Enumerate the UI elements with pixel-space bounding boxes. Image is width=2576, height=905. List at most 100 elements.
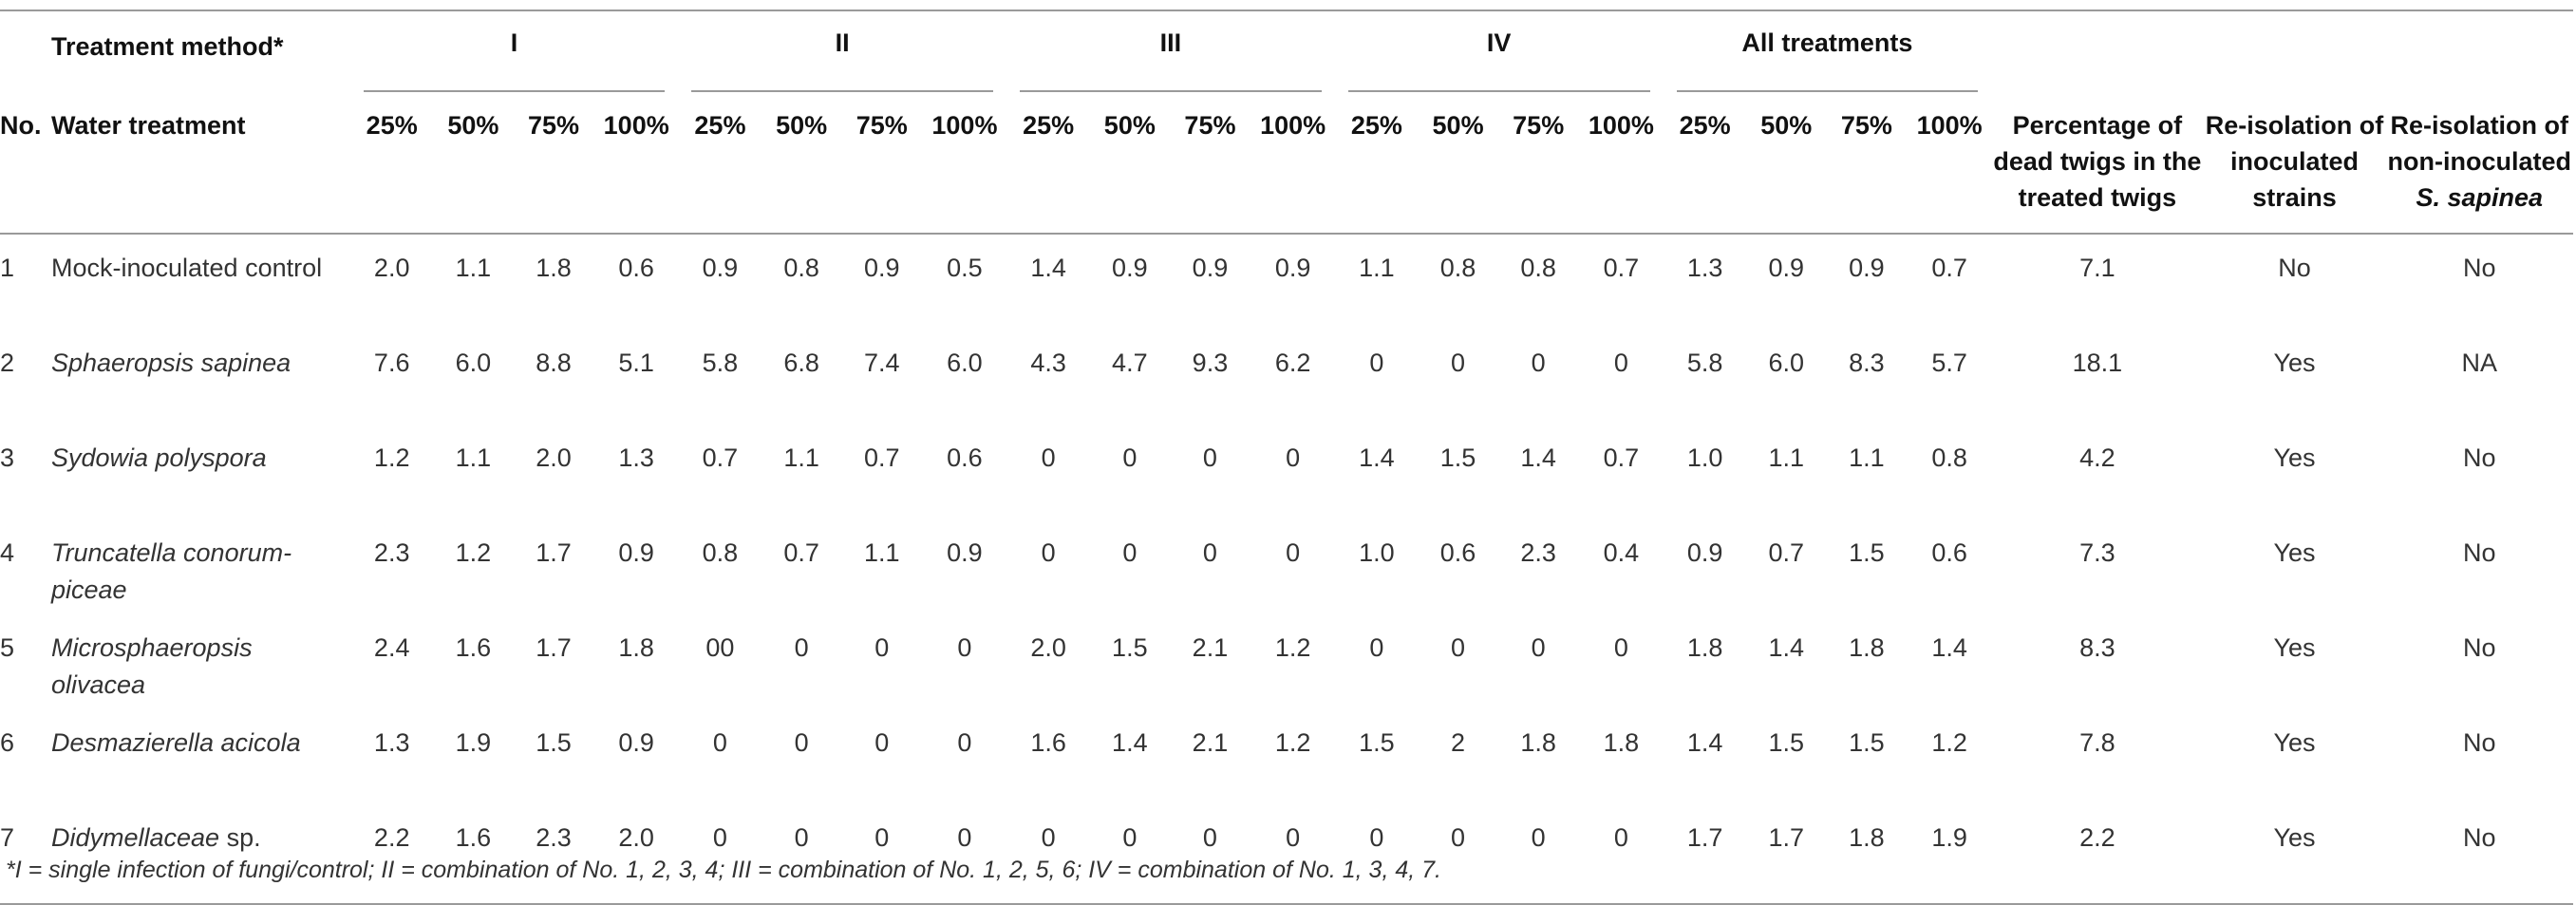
value-cell: 5.1 [618,349,654,377]
value-cell: 0.7 [702,443,739,472]
reisolation-inoculated-cell: Yes [2203,808,2386,905]
treatment-results-table: Treatment method* I II III IV All treatm… [0,9,2573,905]
value-cell: 1.0 [1686,443,1723,472]
value-cell: 1.1 [783,443,819,472]
value-cell: 1.4 [1112,728,1148,757]
value-cell: 6.8 [783,349,819,377]
value-cell: 0.9 [702,254,739,282]
value-cell: 0.9 [1274,254,1311,282]
value-cell: 0.7 [1603,254,1640,282]
value-cell: 8.3 [1849,349,1885,377]
value-cell: 0 [1202,443,1217,472]
value-cell: 1.6 [1030,728,1066,757]
value-cell: 1.2 [1274,728,1311,757]
pct-header: 25% [1350,111,1402,140]
value-cell: 0.9 [1112,254,1148,282]
value-cell: 0.8 [1931,443,1967,472]
pct-header: 75% [856,111,908,140]
header-row-groups: Treatment method* I II III IV All treatm… [0,10,2573,92]
pct-header: 100% [1588,111,1654,140]
reisolation-inoculated-cell: No [2278,254,2311,282]
value-cell: 0.7 [1931,254,1967,282]
value-cell: 5.8 [702,349,739,377]
value-cell: 0.9 [863,254,900,282]
reisolation-non-inoculated-cell: No [2463,538,2496,567]
dead-twigs-cell: 4.2 [2079,443,2115,472]
value-cell: 0.9 [1768,254,1805,282]
table-row: 5 Microsphaeropsis olivacea 2.4 1.6 1.7 1.8 00… [0,618,2573,713]
value-cell: 1.7 [1663,808,1747,905]
value-cell: 1.7 [1746,808,1826,905]
pct-header: 25% [694,111,746,140]
value-cell: 0.6 [947,443,983,472]
pct-header: 25% [1023,111,1075,140]
pct-header: 100% [603,111,669,140]
value-cell: 1.8 [1686,633,1723,662]
value-cell: 2.1 [1192,633,1229,662]
value-cell: 1.3 [618,443,654,472]
value-cell: 9.3 [1192,349,1229,377]
value-cell: 1.1 [1849,443,1885,472]
value-cell: 6.0 [1768,349,1805,377]
water-treatment-name: Mock-inoculated control [50,254,323,282]
value-cell: 0 [1041,538,1056,567]
pct-header: 50% [1432,111,1484,140]
value-cell: 1.5 [1439,443,1476,472]
value-cell: 1.8 [1849,633,1885,662]
value-cell: 0.8 [1520,254,1556,282]
dead-twigs-cell: 7.1 [2079,254,2115,282]
value-cell: 6.0 [947,349,983,377]
value-cell: 0 [840,808,923,905]
value-cell: 0 [1613,633,1628,662]
value-cell: 1.8 [1520,728,1556,757]
value-cell: 2.4 [373,633,410,662]
value-cell: 0 [1613,349,1628,377]
value-cell: 6.0 [455,349,492,377]
value-cell: 1.8 [1825,808,1908,905]
value-cell: 0 [794,633,809,662]
reisolation-inoculated-cell: Yes [2273,728,2316,757]
value-cell: 0.9 [947,538,983,567]
value-cell: 1.4 [1359,443,1395,472]
pct-header: 100% [1260,111,1326,140]
value-cell: 1.9 [455,728,492,757]
value-cell: 0 [1451,633,1466,662]
value-cell: 0 [794,728,809,757]
group-header-i: I [350,10,679,92]
value-cell: 0.9 [618,728,654,757]
value-cell: 0.9 [1849,254,1885,282]
value-cell: 2.3 [373,538,410,567]
value-cell: 0 [1122,538,1138,567]
value-cell: 7.6 [373,349,410,377]
value-cell: 0 [1369,349,1384,377]
value-cell: 1.9 [1908,808,1992,905]
water-treatment-name: Truncatella conorum-piceae [50,538,292,604]
pct-header: 75% [1184,111,1236,140]
value-cell: 1.5 [1849,538,1885,567]
value-cell: 1.0 [1359,538,1395,567]
value-cell: 4.7 [1112,349,1148,377]
water-treatment-name: Sydowia polyspora [50,443,267,472]
value-cell: 00 [705,633,735,662]
pct-header: 75% [1513,111,1565,140]
value-cell: 1.3 [1686,254,1723,282]
pct-header: 75% [527,111,579,140]
value-cell: 1.1 [863,538,900,567]
value-cell: 1.5 [536,728,572,757]
value-cell: 1.6 [455,633,492,662]
value-cell: 0 [922,808,1007,905]
dead-twigs-cell: 18.1 [2072,349,2123,377]
value-cell: 0 [957,728,972,757]
table-row: 1 Mock-inoculated control 2.0 1.1 1.8 0.6 0.9 0… [0,234,2573,333]
dead-twigs-cell: 2.2 [1991,808,2204,905]
value-cell: 1.4 [1520,443,1556,472]
value-cell: 1.2 [1274,633,1311,662]
pct-header: 25% [366,111,418,140]
value-cell: 0 [1579,808,1664,905]
reisolation-non-inoculated-cell: No [2463,633,2496,662]
water-treatment-name: Desmazierella acicola [50,728,301,757]
value-cell: 0 [1419,808,1498,905]
reisolation-non-inoculated-header: Re-isolation of non-inoculated S. sapine… [2387,111,2572,212]
value-cell: 0.6 [1931,538,1967,567]
value-cell: 1.2 [455,538,492,567]
